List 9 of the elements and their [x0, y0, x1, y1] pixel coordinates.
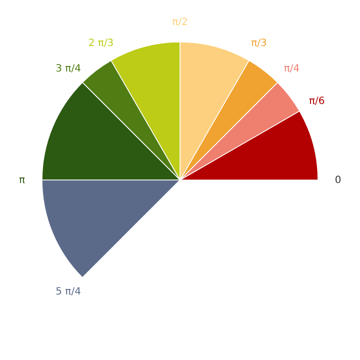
text: 5 π/4 [56, 286, 81, 298]
text: π/4 [284, 63, 300, 74]
text: 2 π/3 [88, 38, 114, 50]
text: π/2 [172, 17, 188, 28]
text: π/3 [251, 38, 267, 50]
text: 3 π/4 [56, 63, 81, 74]
text: π/6 [308, 96, 325, 108]
text: π [18, 175, 26, 186]
text: 0 [334, 175, 342, 186]
